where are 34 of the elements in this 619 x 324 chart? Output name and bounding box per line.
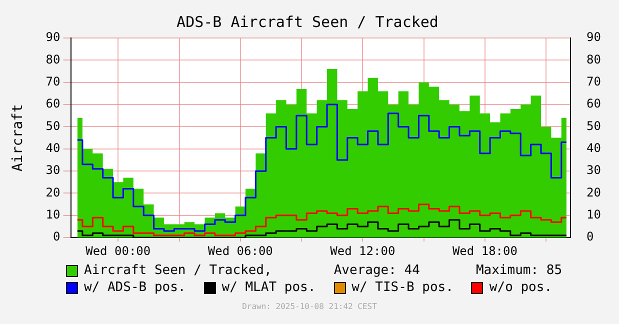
legend-label: Aircraft Seen / Tracked, [84, 263, 272, 278]
y2-tick-label: 80 [586, 52, 602, 66]
y2-tick-label: 60 [586, 96, 602, 111]
y-tick-label: 30 [46, 163, 60, 178]
y-tick-label: 60 [46, 96, 60, 111]
legend-label: w/o pos. [489, 280, 552, 295]
y-axis-title: Aircraft [10, 104, 26, 172]
y2-tick-label: 40 [586, 141, 602, 156]
y-tick-label: 80 [46, 52, 60, 66]
y-tick-label: 40 [46, 141, 60, 156]
legend-label: w/ TIS-B pos. [352, 280, 454, 295]
y2-tick-label: 20 [586, 185, 602, 200]
text: Drawn: 2025-10-08 21:42 CEST [241, 302, 378, 311]
y2-tick-label: 10 [586, 208, 602, 222]
x-tick-label: Wed 18:00 [452, 244, 518, 258]
y-tick-label: 0 [53, 230, 60, 244]
y-tick-label: 10 [46, 208, 60, 222]
y2-tick-label: 30 [586, 163, 602, 178]
y2-tick-label: 70 [586, 74, 602, 88]
y-tick-label: 70 [46, 74, 60, 88]
x-tick-label: Wed 00:00 [86, 244, 151, 258]
y-tick-label: 90 [46, 30, 60, 44]
x-tick-label: Wed 12:00 [330, 244, 396, 258]
y2-tick-label: 50 [586, 118, 602, 133]
legend-label: w/ ADS-B pos. [84, 280, 186, 295]
x-tick-label: Wed 06:00 [208, 244, 273, 258]
y-tick-label: 20 [46, 185, 60, 200]
text: Maximum: 85 [476, 263, 562, 278]
chart-title: ADS-B Aircraft Seen / Tracked [176, 12, 438, 31]
y2-tick-label: 0 [586, 230, 594, 244]
legend-label: w/ MLAT pos. [222, 280, 316, 295]
text: Average: 44 [334, 263, 420, 278]
y2-tick-label: 90 [586, 30, 602, 44]
y-tick-label: 50 [46, 118, 60, 133]
